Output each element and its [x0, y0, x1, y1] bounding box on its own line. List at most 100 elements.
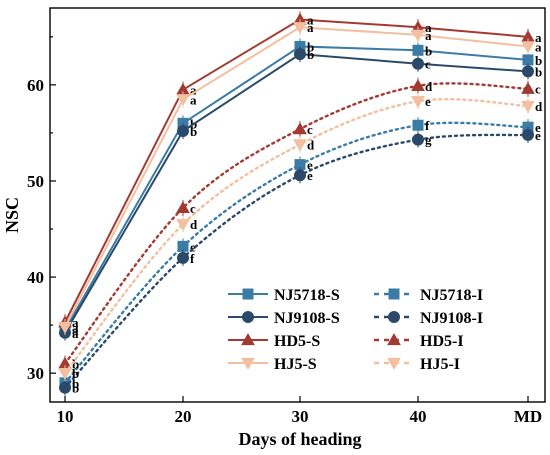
- significance-label: a: [190, 92, 197, 107]
- x-tick-label: 30: [292, 407, 309, 426]
- legend-item: HD5-I: [374, 333, 464, 350]
- significance-label: b: [307, 47, 314, 62]
- data-point: [411, 29, 425, 42]
- significance-label: f: [425, 118, 430, 133]
- data-point: [58, 321, 72, 334]
- data-point: [293, 12, 307, 25]
- data-point: [411, 96, 425, 109]
- significance-label: a: [535, 39, 542, 54]
- data-point: [411, 78, 425, 91]
- y-tick-label: 50: [27, 172, 44, 191]
- legend-label: NJ9108-S: [274, 310, 340, 327]
- x-axis-title: Days of heading: [238, 429, 361, 449]
- data-point: [412, 44, 424, 56]
- significance-label: b: [190, 124, 197, 139]
- data-point: [58, 356, 72, 369]
- significance-label: d: [425, 79, 433, 94]
- data-point: [294, 159, 306, 171]
- significance-label: e: [535, 120, 541, 135]
- legend-marker: [387, 357, 401, 370]
- significance-label: e: [307, 158, 313, 173]
- significance-label: a: [72, 326, 79, 341]
- y-tick-label: 40: [27, 268, 44, 287]
- x-tick-label: MD: [514, 407, 542, 426]
- data-point: [522, 65, 534, 78]
- data-point: [293, 139, 307, 152]
- legend-item: NJ9108-S: [228, 310, 340, 327]
- significance-label: c: [190, 201, 196, 216]
- significance-label: a: [307, 20, 314, 35]
- significance-label: c: [535, 82, 541, 97]
- data-point: [411, 20, 425, 33]
- data-point: [521, 81, 535, 94]
- significance-label: f: [190, 251, 195, 266]
- legend-marker: [388, 288, 400, 300]
- data-point: [521, 29, 535, 42]
- legend-label: HD5-I: [420, 333, 464, 350]
- significance-label: b: [72, 357, 79, 372]
- legend-marker: [241, 333, 255, 346]
- legend-marker: [242, 288, 254, 300]
- legend-label: HD5-S: [274, 333, 320, 350]
- legend-marker: [388, 311, 400, 323]
- x-tick-label: 10: [57, 407, 74, 426]
- legend-item: NJ9108-I: [374, 310, 483, 327]
- y-axis: 30 40 50 60: [27, 36, 56, 383]
- significance-label: a: [425, 28, 432, 43]
- significance-label: b: [307, 39, 314, 54]
- significance-label: d: [190, 217, 198, 232]
- significance-label: d: [535, 99, 543, 114]
- data-point: [177, 251, 189, 264]
- x-tick-label: 20: [175, 407, 192, 426]
- data-point: [521, 41, 535, 54]
- x-axis: 10 20 30 40 MD: [57, 396, 542, 426]
- data-point: [294, 48, 306, 61]
- data-point: [412, 133, 424, 146]
- x-tick-label: 40: [410, 407, 427, 426]
- significance-label: b: [535, 53, 542, 68]
- legend-item: HJ5-I: [374, 356, 460, 373]
- data-point: [522, 128, 534, 141]
- significance-label: a: [72, 315, 79, 330]
- legend-label: HJ5-S: [274, 356, 317, 373]
- legend-item: HJ5-S: [228, 356, 317, 373]
- significance-label: b: [72, 366, 79, 381]
- data-point: [176, 82, 190, 95]
- legend-marker: [242, 311, 254, 323]
- legend-label: HJ5-I: [420, 356, 460, 373]
- data-point: [58, 368, 72, 381]
- significance-label: b: [425, 43, 432, 58]
- legend: NJ5718-S NJ9108-S HD5-S HJ5-S NJ5718-I NJ9108…: [228, 287, 483, 373]
- data-point: [177, 125, 189, 138]
- significance-label: b: [72, 376, 79, 391]
- data-point: [521, 100, 535, 113]
- data-point: [176, 219, 190, 232]
- plot-border: [49, 7, 546, 403]
- significance-label: c: [425, 57, 431, 72]
- data-point: [412, 119, 424, 131]
- series-line: [63, 133, 530, 389]
- series-line: [63, 82, 530, 365]
- significance-label: b: [535, 64, 542, 79]
- data-point: [294, 169, 306, 182]
- significance-label: a: [72, 323, 79, 338]
- data-point: [522, 54, 534, 66]
- significance-label: d: [307, 137, 315, 152]
- legend-item: NJ5718-S: [228, 287, 340, 304]
- legend-item: HD5-S: [228, 333, 320, 350]
- significance-label: e: [425, 94, 431, 109]
- data-point: [293, 22, 307, 35]
- data-point: [176, 94, 190, 107]
- series-line: [63, 97, 530, 375]
- data-point: [59, 381, 71, 394]
- y-axis-title: NSC: [2, 197, 22, 233]
- significance-label: e: [190, 239, 196, 254]
- significance-label: e: [307, 168, 313, 183]
- data-point: [177, 240, 189, 252]
- data-point: [293, 122, 307, 135]
- legend-item: NJ5718-I: [374, 287, 483, 304]
